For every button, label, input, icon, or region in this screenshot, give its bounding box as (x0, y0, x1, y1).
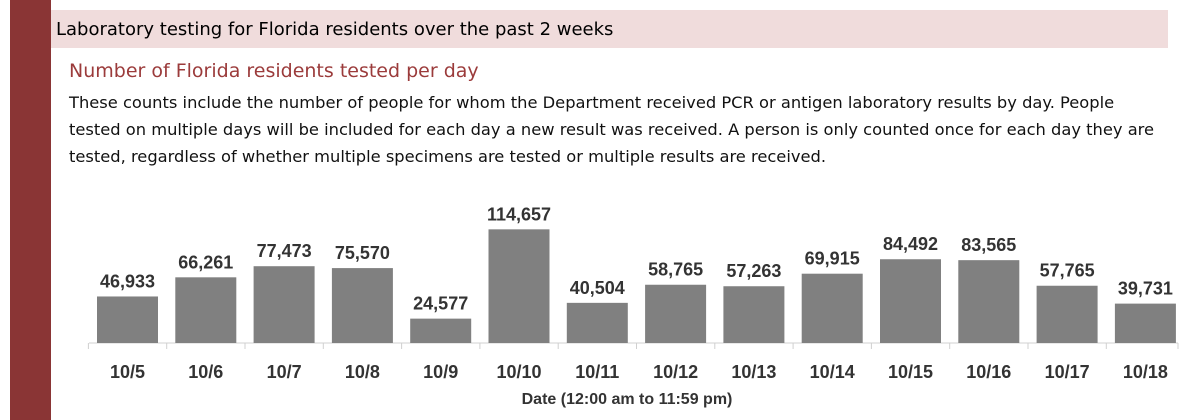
bar-value-label: 46,933 (100, 271, 155, 291)
accent-sidebar (10, 0, 51, 420)
x-tick-label: 10/6 (188, 362, 223, 382)
x-tick-label: 10/15 (888, 362, 933, 382)
chart-description: These counts include the number of peopl… (69, 93, 1155, 166)
bar-value-label: 75,570 (335, 243, 390, 263)
bar-10-5 (97, 296, 158, 343)
x-tick-label: 10/11 (575, 362, 619, 382)
bar-value-label: 66,261 (178, 252, 233, 272)
bar-value-label: 39,731 (1118, 279, 1173, 299)
bar-10-10 (488, 229, 550, 343)
bar-value-label: 58,765 (648, 260, 703, 280)
x-axis-title: Date (12:00 am to 11:59 pm) (522, 391, 733, 408)
bar-value-label: 83,565 (961, 235, 1016, 255)
bar-10-7 (253, 266, 315, 343)
chart-subtitle: Number of Florida residents tested per d… (69, 60, 479, 82)
x-tick-label: 10/17 (1045, 362, 1090, 382)
x-tick-label: 10/7 (267, 362, 302, 382)
bar-value-label: 57,263 (726, 261, 781, 281)
x-tick-label: 10/18 (1123, 362, 1168, 382)
x-tick-label: 10/8 (345, 362, 380, 382)
bar-10-6 (175, 277, 237, 343)
bar-value-label: 84,492 (883, 234, 938, 254)
bar-value-label: 57,765 (1040, 261, 1095, 281)
x-tick-label: 10/9 (423, 362, 458, 382)
bar-10-8 (331, 268, 393, 343)
x-tick-label: 10/16 (966, 362, 1011, 382)
bar-10-14 (801, 273, 863, 343)
section-header: Laboratory testing for Florida residents… (51, 10, 1168, 48)
bar-value-label: 24,577 (413, 294, 468, 314)
x-tick-label: 10/14 (810, 362, 855, 382)
x-tick-label: 10/12 (653, 362, 698, 382)
bar-value-label: 40,504 (570, 278, 625, 298)
bar-value-label: 114,657 (487, 204, 551, 224)
x-tick-label: 10/13 (731, 362, 776, 382)
bar-10-9 (410, 318, 472, 343)
bar-10-15 (880, 259, 941, 343)
header-title: Laboratory testing for Florida residents… (56, 18, 614, 40)
bar-10-17 (1036, 285, 1098, 343)
x-tick-label: 10/5 (110, 362, 145, 382)
x-tick-label: 10/10 (496, 362, 541, 382)
bar-value-label: 77,473 (257, 241, 312, 261)
bar-10-13 (723, 286, 785, 343)
bar-10-16 (958, 260, 1020, 343)
bar-10-18 (1114, 303, 1176, 343)
bar-value-label: 69,915 (805, 249, 860, 269)
bar-10-12 (645, 284, 707, 343)
bar-10-11 (566, 302, 628, 343)
